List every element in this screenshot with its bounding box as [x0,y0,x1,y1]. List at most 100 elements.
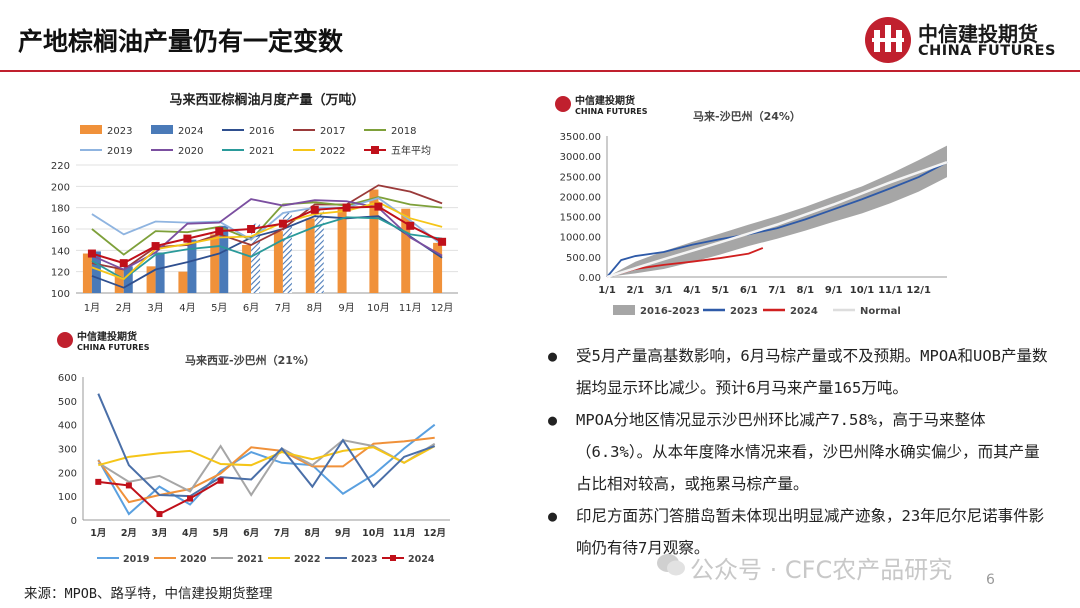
x-tick-label: 2/1 [627,285,645,296]
bar-2023 [242,245,252,293]
y-tick-label: 500 [58,397,77,408]
legend-label: 2022 [320,146,345,157]
y-tick-label: 180 [51,204,70,215]
x-tick-label: 10/1 [850,285,875,296]
x-tick-label: 8/1 [797,285,815,296]
bullet-text: 受5月产量高基数影响，6月马棕产量或不及预期。MPOA和UOB产量数据均显示环比… [576,347,1048,397]
logo-en-text: CHINA FUTURES [918,43,1056,59]
series-line-2022 [98,445,436,467]
x-tick-label: 6月 [243,528,259,539]
series-line-五年平均 [91,205,443,265]
legend-item: 2024 [763,306,818,317]
bar-2024 [251,223,261,293]
bar-2023 [305,218,315,293]
legend-label: 2022 [294,554,320,565]
series-line-Normal [606,161,948,279]
legend-item: 2024 [151,125,203,137]
chart-malaysia-monthly-svg: 马来西亚棕榈油月度产量（万吨） 2023 2024 2016 2017 2018 2019 2… [51,92,458,314]
x-tick-label: 1月 [84,302,100,314]
x-tick-label: 12月 [431,302,454,314]
legend-marker [371,146,379,154]
x-tick-label: 3月 [147,302,163,314]
x-tick-label: 6/1 [740,285,758,296]
y-tick-label: 300 [58,445,77,456]
series-marker-五年平均 [215,227,224,236]
y-tick-label: 140 [51,246,70,257]
citic-logo-icon [555,96,571,112]
y-tick-label: 220 [51,161,70,172]
y-tick-label: 0.00 [579,273,601,284]
series-marker-2024 [95,478,102,485]
legend-swatch [151,125,173,134]
legend-item: 2016 [222,126,274,137]
y-tick-label: 500.00 [566,253,601,264]
legend-label: 2020 [180,554,207,565]
x-tick-label: 4月 [182,528,198,539]
series-marker-五年平均 [151,242,160,251]
citic-logo-icon [57,332,73,348]
series-marker-五年平均 [183,234,192,243]
chart-logo-en: CHINA FUTURES [575,107,648,116]
x-tick-label: 12月 [423,528,446,539]
company-logo: 中信建投期货 CHINA FUTURES [862,14,1072,66]
legend-label: 2024 [408,554,435,565]
x-tick-label: 5/1 [712,285,730,296]
series-marker-五年平均 [342,203,351,212]
y-tick-label: 200 [58,468,77,479]
series-line-2016 [91,215,443,289]
legend-label: 五年平均 [391,144,431,157]
y-tick-label: 400 [58,421,77,432]
y-tick-label: 2000.00 [560,192,601,203]
y-tick-label: 160 [51,225,70,236]
series-marker-2024 [187,495,194,502]
x-tick-label: 3/1 [655,285,673,296]
chart-logo-cn: 中信建投期货 [575,94,635,107]
bullet-dot-icon: ● [548,411,558,429]
series-marker-2024 [125,482,132,489]
page-number: 6 [986,572,995,588]
slide-title: 产地棕榈油产量仍有一定变数 [18,27,344,56]
legend-item: 2018 [364,126,416,137]
legend-item: 2022 [293,146,345,157]
x-tick-label: 4月 [179,302,195,314]
x-tick-label: 5月 [213,528,229,539]
y-tick-label: 3500.00 [560,132,601,143]
bar-2023 [210,234,220,293]
series-line-2022 [91,201,443,281]
legend-label: 2017 [320,126,345,137]
legend-item: 2020 [151,146,203,157]
legend-swatch [613,305,635,315]
series-marker-五年平均 [247,225,256,233]
y-tick-label: 120 [51,268,70,279]
x-tick-label: 9月 [335,528,351,539]
x-tick-label: 7月 [275,302,291,314]
citic-logo-icon [865,17,911,63]
y-tick-label: 200 [51,182,70,193]
x-tick-label: 12/1 [906,285,931,296]
x-tick-label: 11月 [393,528,416,539]
legend-label: 2024 [790,306,818,317]
bullet-item: ● 受5月产量高基数影响，6月马棕产量或不及预期。MPOA和UOB产量数据均显示环… [548,340,1053,404]
bullet-text: 印尼方面苏门答腊岛暂未体现出明显减产迹象，23年厄尔尼诺事件影响仍有待7月观察。 [576,507,1045,557]
y-tick-label: 100 [58,492,77,503]
legend-label: 2023 [107,126,132,137]
series-marker-2024 [156,511,163,518]
bar-2024 [123,266,133,293]
bullet-text: MPOA分地区情况显示沙巴州环比减产7.58%，高于马来整体（6.3%）。从本年… [576,411,1040,493]
series-marker-五年平均 [87,249,96,258]
legend-item: 2021 [211,554,263,565]
legend-label: 2019 [123,554,149,565]
x-tick-label: 4/1 [683,285,701,296]
y-tick-label: 2500.00 [560,172,601,183]
legend-label: 2021 [249,146,274,157]
legend-item: 2023 [325,554,377,565]
title-divider [0,70,1080,72]
x-tick-label: 11/1 [878,285,903,296]
series-marker-五年平均 [406,221,415,230]
x-tick-label: 6月 [243,302,259,314]
legend-item: 2019 [97,554,149,565]
chart-malaysia-monthly: 马来西亚棕榈油月度产量（万吨） 2023 2024 2016 2017 2018 2019 2… [40,82,480,330]
legend-label: 2021 [237,554,263,565]
bar-2023 [114,268,124,293]
chart-title: 马来西亚-沙巴州（21%） [185,353,315,367]
